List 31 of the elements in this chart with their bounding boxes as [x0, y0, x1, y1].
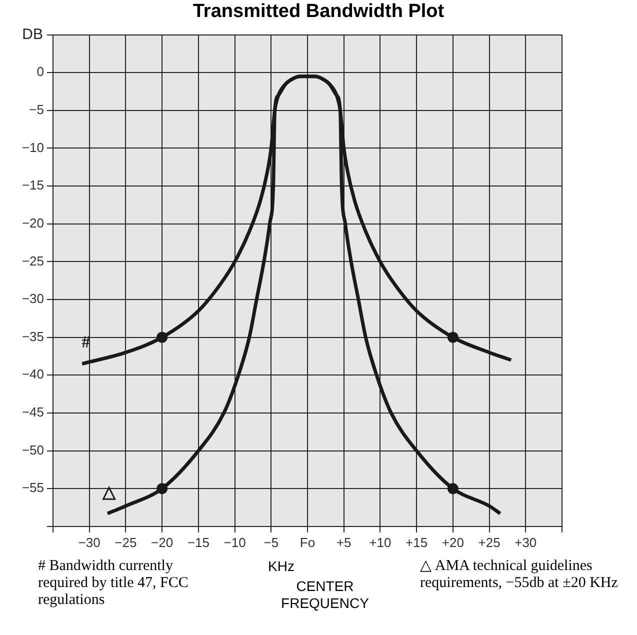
x-tick-label: +5	[336, 534, 352, 550]
y-tick-label: −40	[22, 366, 44, 382]
text: CENTER FREQUENCY	[280, 578, 370, 612]
x-tick-label: Fo	[300, 534, 316, 550]
chart-title: Transmitted Bandwidth Plot	[192, 0, 446, 24]
y-tick-label: −25	[22, 253, 44, 268]
x-tick-label: +15	[406, 534, 428, 550]
y-tick-label: −35	[22, 328, 44, 344]
x-tick-label: −15	[187, 534, 210, 550]
x-tick-label: +30	[514, 534, 537, 550]
y-tick-label: −20	[22, 215, 44, 230]
text: △ AMA technical guidelines requirements, −55db at ±20 KHz	[420, 558, 619, 592]
y-tick-label: −45	[22, 404, 44, 420]
y-tick-label: −55	[22, 480, 44, 496]
x-tick-label: +20	[442, 534, 464, 550]
x-tick-label: −25	[114, 534, 137, 550]
y-tick-label: −50	[22, 442, 44, 458]
y-tick-label: 0	[36, 64, 44, 80]
y-axis-title: DB	[22, 26, 43, 43]
x-tick-label: +25	[478, 534, 500, 550]
x-tick-label: −5	[264, 534, 279, 550]
x-tick-label: −20	[151, 534, 174, 550]
y-tick-label: −5	[29, 102, 44, 118]
x-tick-label: −10	[224, 534, 246, 550]
y-tick-label: −30	[22, 291, 44, 306]
y-tick-label: −15	[22, 178, 44, 193]
x-axis-title: KHz	[268, 558, 294, 575]
text: # Bandwidth currently required by title 47, FCC regulations	[38, 558, 190, 609]
x-tick-label: −30	[78, 534, 100, 550]
x-tick-label: +10	[369, 534, 392, 550]
y-tick-label: −10	[22, 140, 44, 155]
